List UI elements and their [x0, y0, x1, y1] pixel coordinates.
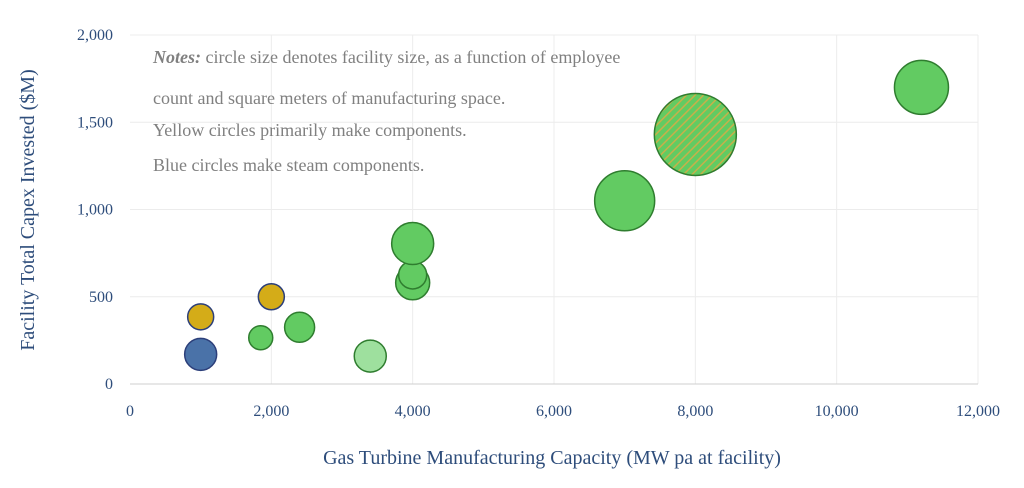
x-tick-label: 4,000	[395, 403, 431, 420]
x-tick-label: 10,000	[815, 403, 859, 420]
bubble-green	[390, 221, 435, 266]
bubble-yellow	[257, 283, 286, 311]
notes-line-3: Yellow circles primarily make components…	[153, 120, 467, 140]
bubble-blue	[183, 337, 218, 372]
y-tick-label: 500	[89, 289, 113, 306]
bubble-yellow	[186, 303, 215, 331]
x-tick-label: 6,000	[536, 403, 572, 420]
bubble-green	[593, 170, 656, 232]
x-tick-label: 2,000	[253, 403, 289, 420]
notes-line-2: count and square meters of manufacturing…	[153, 88, 505, 108]
notes-bold-label: Notes:	[152, 47, 201, 67]
bubble-hatched	[653, 92, 738, 177]
y-axis-title: Facility Total Capex Invested ($M)	[17, 69, 39, 351]
bubble-green	[247, 325, 274, 351]
y-tick-label: 0	[105, 376, 113, 393]
y-tick-label: 1,000	[77, 202, 113, 219]
x-tick-label: 8,000	[677, 403, 713, 420]
notes-line-1-text: circle size denotes facility size, as a …	[201, 47, 620, 67]
x-tick-label: 0	[126, 403, 134, 420]
bubble-light_green	[353, 339, 388, 373]
y-tick-label: 1,500	[77, 114, 113, 131]
data-points	[183, 59, 950, 373]
chart-notes: Notes: circle size denotes facility size…	[152, 47, 620, 175]
x-tick-label: 12,000	[956, 403, 1000, 420]
tick-labels: 0 500 1,000 1,500 2,000 0 2,000 4,000 6,000 8,000…	[77, 27, 1000, 420]
gridlines	[130, 34, 979, 384]
y-tick-label: 2,000	[77, 27, 113, 44]
notes-line-4: Blue circles make steam components.	[153, 155, 424, 175]
notes-line-1: Notes: circle size denotes facility size…	[152, 47, 620, 67]
bubble-green	[283, 311, 316, 344]
x-axis-title: Gas Turbine Manufacturing Capacity (MW p…	[323, 447, 781, 469]
bubble-green	[893, 59, 950, 116]
